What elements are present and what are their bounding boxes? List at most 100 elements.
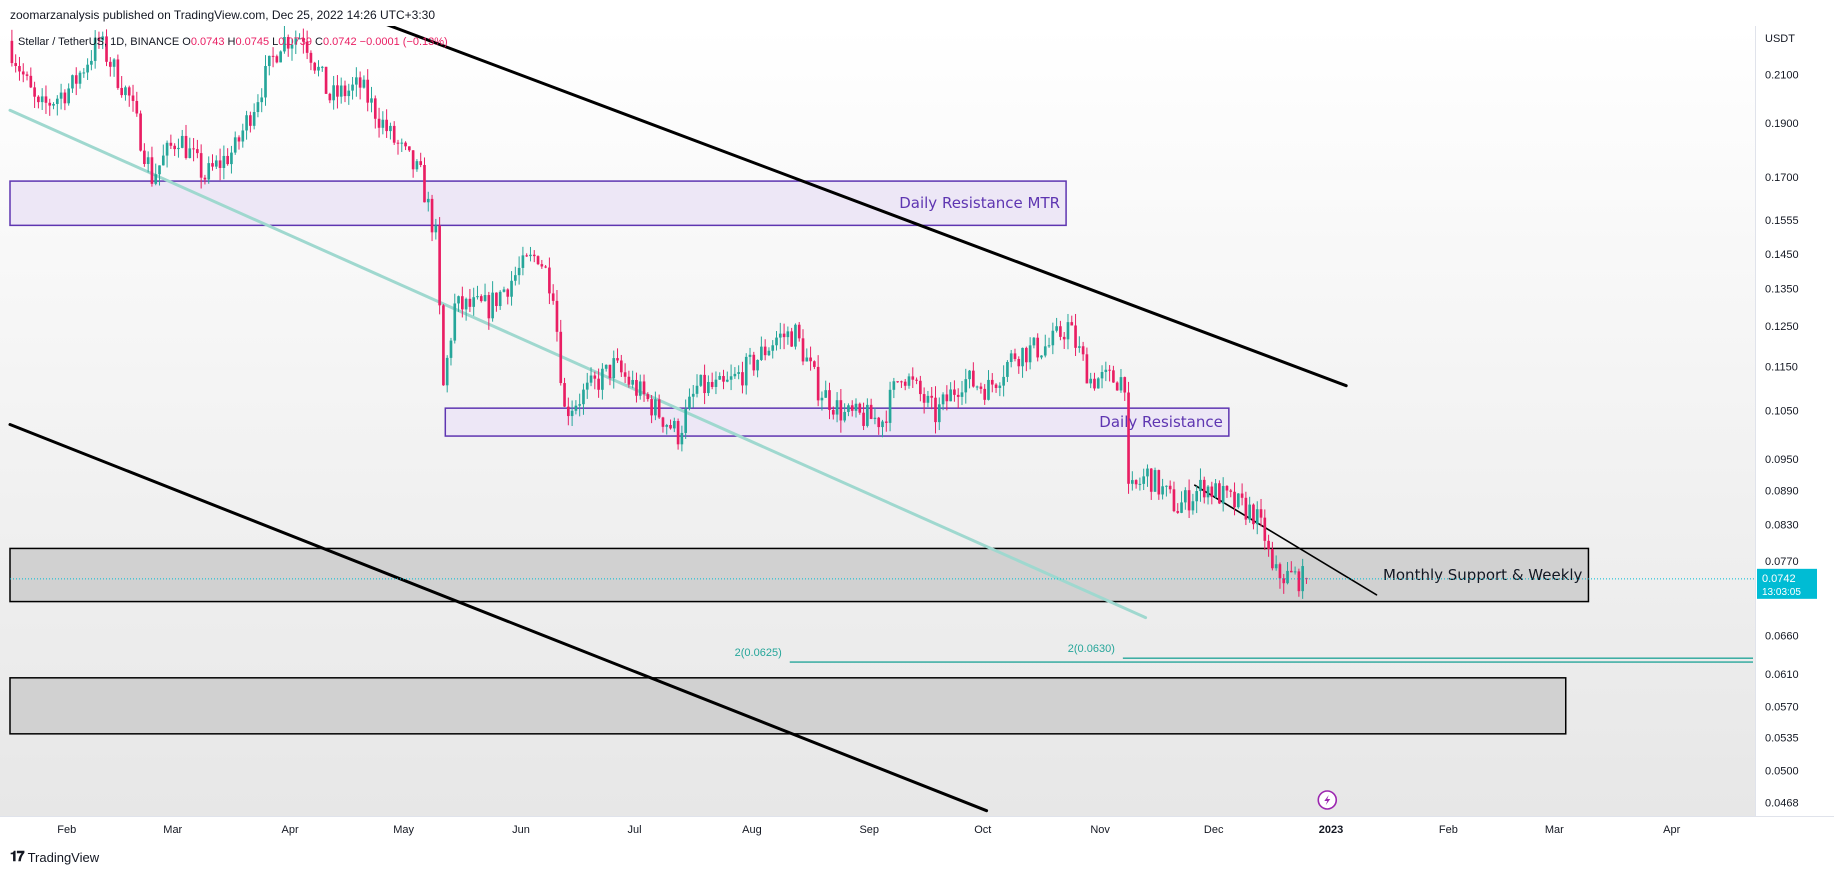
candle[interactable] bbox=[93, 30, 97, 69]
candle[interactable] bbox=[612, 350, 616, 389]
candle[interactable] bbox=[665, 423, 669, 435]
candle[interactable] bbox=[1214, 478, 1217, 499]
candle[interactable] bbox=[143, 143, 146, 167]
candle[interactable] bbox=[866, 398, 869, 428]
candle[interactable] bbox=[1286, 561, 1289, 585]
candle[interactable] bbox=[540, 259, 544, 269]
candle[interactable] bbox=[396, 139, 400, 155]
candle[interactable] bbox=[1289, 561, 1293, 573]
candle[interactable] bbox=[839, 389, 843, 433]
candle[interactable] bbox=[1248, 496, 1251, 523]
candle[interactable] bbox=[1134, 479, 1138, 489]
candle[interactable] bbox=[21, 63, 25, 83]
candle[interactable] bbox=[1055, 317, 1058, 333]
candle[interactable] bbox=[1096, 377, 1100, 389]
candle[interactable] bbox=[1218, 480, 1221, 505]
candle[interactable] bbox=[347, 83, 351, 105]
candle[interactable] bbox=[426, 191, 430, 212]
candle[interactable] bbox=[48, 98, 52, 116]
candle[interactable] bbox=[707, 375, 710, 396]
candle[interactable] bbox=[548, 257, 551, 305]
candle[interactable] bbox=[423, 157, 426, 203]
candle[interactable] bbox=[1168, 480, 1172, 494]
candle[interactable] bbox=[619, 354, 623, 377]
candle[interactable] bbox=[555, 290, 559, 342]
candle[interactable] bbox=[1301, 558, 1304, 599]
candle[interactable] bbox=[725, 371, 729, 383]
candle[interactable] bbox=[324, 66, 328, 94]
candle[interactable] bbox=[1009, 349, 1013, 368]
candle[interactable] bbox=[279, 50, 282, 63]
candle[interactable] bbox=[1293, 566, 1297, 575]
candle[interactable] bbox=[1115, 381, 1119, 391]
candle[interactable] bbox=[90, 50, 93, 71]
candle[interactable] bbox=[782, 323, 786, 350]
candle[interactable] bbox=[1191, 493, 1195, 515]
candle[interactable] bbox=[294, 30, 298, 55]
candle[interactable] bbox=[854, 398, 858, 418]
candle[interactable] bbox=[896, 381, 899, 383]
candle[interactable] bbox=[582, 383, 585, 415]
candle[interactable] bbox=[710, 372, 714, 390]
candle[interactable] bbox=[351, 76, 354, 100]
candle[interactable] bbox=[862, 402, 865, 431]
candle[interactable] bbox=[631, 370, 634, 389]
candle[interactable] bbox=[495, 292, 498, 312]
candle[interactable] bbox=[1146, 464, 1149, 487]
candle[interactable] bbox=[358, 71, 362, 100]
candle[interactable] bbox=[146, 151, 150, 173]
candle[interactable] bbox=[771, 340, 775, 359]
candle[interactable] bbox=[37, 95, 40, 109]
zone-box-0[interactable] bbox=[9, 180, 1067, 227]
candle[interactable] bbox=[563, 377, 566, 408]
candle[interactable] bbox=[105, 29, 108, 67]
candle[interactable] bbox=[1233, 482, 1236, 516]
candle[interactable] bbox=[926, 390, 930, 408]
candle[interactable] bbox=[230, 145, 233, 174]
candle[interactable] bbox=[638, 374, 642, 400]
candle[interactable] bbox=[517, 256, 521, 285]
candle[interactable] bbox=[907, 373, 911, 389]
trendline-0[interactable] bbox=[347, 26, 1348, 388]
candle[interactable] bbox=[601, 363, 604, 400]
candle[interactable] bbox=[332, 75, 335, 110]
candle[interactable] bbox=[1021, 347, 1024, 378]
candle[interactable] bbox=[983, 384, 987, 405]
candle[interactable] bbox=[627, 370, 631, 388]
candle[interactable] bbox=[116, 54, 120, 90]
candle[interactable] bbox=[260, 88, 264, 113]
candle[interactable] bbox=[476, 285, 479, 300]
candle[interactable] bbox=[305, 30, 309, 60]
candle[interactable] bbox=[203, 174, 207, 185]
candle[interactable] bbox=[453, 293, 457, 344]
candle[interactable] bbox=[661, 416, 665, 433]
candle[interactable] bbox=[52, 102, 55, 110]
candle[interactable] bbox=[1161, 478, 1164, 500]
candle[interactable] bbox=[457, 295, 460, 312]
candle[interactable] bbox=[1244, 491, 1248, 526]
candle[interactable] bbox=[813, 360, 816, 370]
candle[interactable] bbox=[1127, 381, 1130, 494]
candle[interactable] bbox=[1085, 347, 1089, 384]
candle[interactable] bbox=[1271, 541, 1274, 571]
trendline-3[interactable] bbox=[1193, 484, 1378, 596]
candle[interactable] bbox=[536, 255, 540, 266]
candle[interactable] bbox=[1263, 509, 1267, 551]
candle[interactable] bbox=[150, 146, 154, 187]
candle[interactable] bbox=[937, 397, 941, 431]
candle[interactable] bbox=[381, 111, 385, 135]
candle[interactable] bbox=[703, 364, 706, 405]
candle[interactable] bbox=[559, 319, 563, 386]
candle[interactable] bbox=[945, 385, 949, 411]
candle[interactable] bbox=[180, 129, 184, 149]
zone-box-3[interactable] bbox=[9, 677, 1567, 735]
candle[interactable] bbox=[1051, 322, 1055, 355]
candle[interactable] bbox=[1119, 368, 1123, 393]
candle[interactable] bbox=[919, 375, 922, 402]
candle[interactable] bbox=[415, 159, 419, 172]
candle[interactable] bbox=[578, 393, 582, 417]
candle[interactable] bbox=[498, 290, 502, 310]
candle[interactable] bbox=[529, 246, 532, 262]
candle[interactable] bbox=[953, 380, 956, 402]
candle[interactable] bbox=[44, 85, 48, 114]
